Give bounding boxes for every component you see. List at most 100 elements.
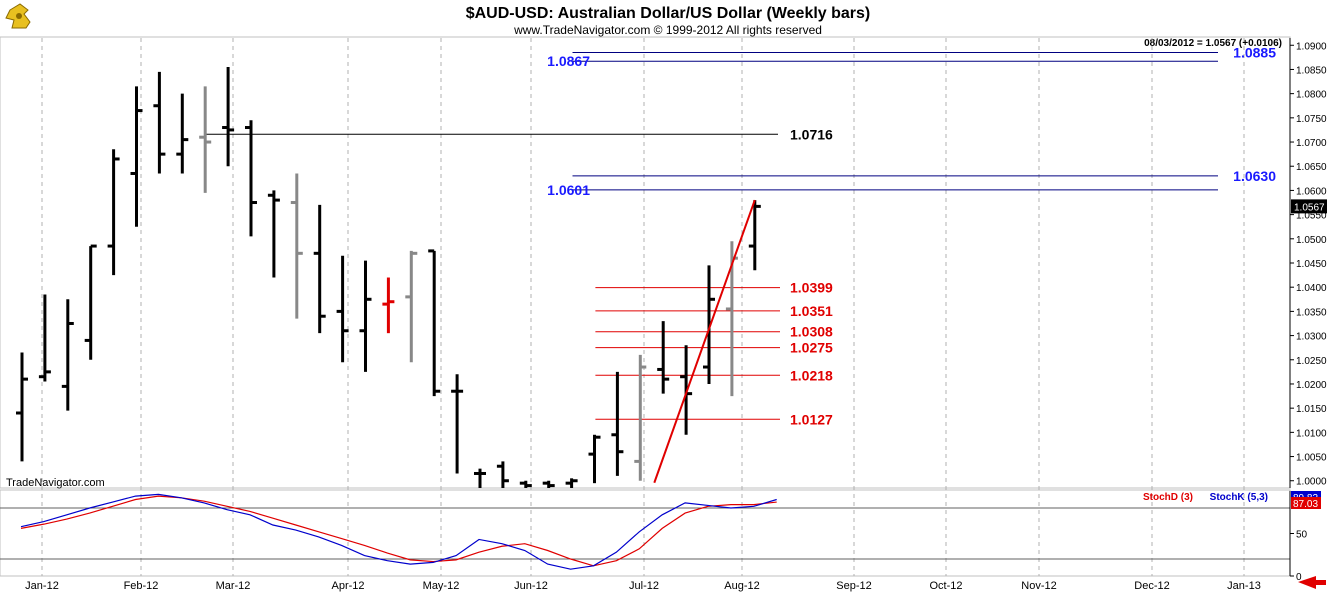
price-level-label: 1.0601: [547, 182, 590, 198]
ohlc-bar: [153, 71, 166, 174]
ohlc-bar: [313, 204, 326, 334]
price-level-label: 1.0867: [547, 53, 590, 69]
ohlc-bar: [542, 480, 555, 488]
month-tick-label: Apr-12: [331, 580, 364, 592]
ohlc-bar: [405, 250, 418, 363]
price-tick-label: 1.0500: [1296, 235, 1327, 246]
ohlc-bar: [130, 86, 143, 227]
scroll-right-arrow-icon[interactable]: [1298, 576, 1326, 589]
price-level-label: 1.0218: [790, 367, 833, 383]
stoch-k-legend: StochK (5,3): [1210, 492, 1268, 503]
ohlc-bar: [611, 371, 624, 476]
price-tick-label: 1.0600: [1296, 186, 1327, 197]
month-tick-label: Jun-12: [514, 580, 548, 592]
month-tick-label: Jan-13: [1227, 580, 1261, 592]
price-level-label: 1.0630: [1233, 168, 1276, 184]
ohlc-bar: [382, 277, 395, 334]
price-tick-label: 1.0700: [1296, 138, 1327, 149]
price-tick-label: 1.0250: [1296, 356, 1327, 367]
watermark: TradeNavigator.com: [6, 477, 105, 489]
price-tick-label: 1.0350: [1296, 307, 1327, 318]
month-tick-label: Nov-12: [1021, 580, 1056, 592]
tradenavigator-logo-icon[interactable]: [5, 3, 31, 29]
stoch-d-legend: StochD (3): [1143, 492, 1193, 503]
stoch-k-line: [20, 493, 777, 570]
ohlc-bar: [519, 480, 532, 488]
month-tick-label: Jul-12: [629, 580, 659, 592]
time-axis: Jan-12 Feb-12 Mar-12 Apr-12 May-12 Jun-12 Jul-…: [25, 580, 1261, 592]
price-tick-label: 1.0900: [1296, 41, 1327, 52]
fibonacci-levels: 1.0885 1.0867 1.0716 1.0630 1.0601 1.0399 1.03…: [206, 45, 1276, 427]
price-tick-label: 1.0200: [1296, 380, 1327, 391]
ohlc-bar: [451, 374, 464, 474]
price-level-label: 1.0275: [790, 340, 833, 356]
month-tick-label: Feb-12: [124, 580, 159, 592]
month-tick-label: Dec-12: [1134, 580, 1169, 592]
price-tick-label: 1.0150: [1296, 404, 1327, 415]
month-tick-label: Oct-12: [929, 580, 962, 592]
stoch-tick-label: 50: [1296, 530, 1308, 541]
price-level-label: 1.0885: [1233, 45, 1276, 61]
month-tick-label: Aug-12: [724, 580, 759, 592]
month-tick-label: Sep-12: [836, 580, 871, 592]
ohlc-bar: [267, 190, 280, 278]
trendline-layer: [653, 199, 756, 484]
price-tick-label: 1.0850: [1296, 65, 1327, 76]
price-tick-label: 1.0650: [1296, 162, 1327, 173]
ohlc-bar: [222, 67, 235, 167]
price-tick-label: 1.0050: [1296, 453, 1327, 464]
price-tick-label: 1.0750: [1296, 114, 1327, 125]
price-level-label: 1.0399: [790, 280, 833, 296]
price-level-label: 1.0308: [790, 324, 833, 340]
price-tick-label: 1.0400: [1296, 283, 1327, 294]
stochastic-panel: 50089.8287.03: [0, 491, 1321, 583]
price-level-label: 1.0716: [790, 126, 833, 142]
stoch-d-line: [20, 495, 777, 567]
ohlc-bar: [703, 265, 715, 384]
ohlc-bar: [176, 93, 189, 174]
ohlc-bar: [428, 249, 441, 397]
ohlc-bar: [38, 294, 51, 382]
last-quote: 08/03/2012 = 1.0567 (+0.0106): [1144, 38, 1282, 49]
ohlc-bar: [290, 173, 303, 319]
price-level-label: 1.0127: [790, 411, 833, 427]
price-bars: [16, 67, 761, 488]
ohlc-bar: [336, 255, 349, 363]
stoch-value-tag-label: 87.03: [1293, 499, 1318, 510]
month-tick-label: May-12: [423, 580, 460, 592]
price-tick-label: 1.0800: [1296, 90, 1327, 101]
ohlc-bar: [61, 299, 74, 411]
price-axis: 1.0900 1.0850 1.0800 1.0750 1.0700 1.0650 1.06…: [1289, 38, 1327, 488]
ohlc-bar: [16, 352, 28, 462]
price-tick-label: 1.0100: [1296, 428, 1327, 439]
ohlc-bar: [474, 468, 486, 488]
stoch-tick-label: 0: [1296, 572, 1302, 583]
chart-subtitle: www.TradeNavigator.com © 1999-2012 All r…: [513, 23, 822, 37]
stoch-value-tag: [1291, 497, 1321, 509]
ohlc-bar: [680, 345, 693, 435]
ohlc-bar: [245, 120, 257, 237]
price-level-label: 1.0351: [790, 303, 833, 319]
price-tick-label: 1.0450: [1296, 259, 1327, 270]
ohlc-bar: [199, 86, 212, 193]
month-tick-label: Mar-12: [216, 580, 251, 592]
ohlc-bar: [107, 149, 120, 276]
ohlc-bar: [748, 200, 761, 271]
ohlc-bar: [634, 354, 647, 481]
ohlc-bar: [565, 478, 578, 488]
ohlc-bar: [588, 434, 601, 484]
trendline: [653, 199, 756, 484]
ohlc-bar: [84, 244, 97, 360]
last-price-tag: [1291, 199, 1327, 214]
price-tick-label: 1.0000: [1296, 477, 1327, 488]
price-tick-label: 1.0550: [1296, 211, 1327, 222]
month-tick-label: Jan-12: [25, 580, 59, 592]
ohlc-bar: [496, 461, 509, 488]
chart-title: $AUD-USD: Australian Dollar/US Dollar (W…: [466, 5, 871, 22]
price-tick-label: 1.0300: [1296, 332, 1327, 343]
ohlc-bar: [657, 321, 670, 394]
last-price-tag-label: 1.0567: [1294, 202, 1325, 213]
ohlc-bar: [359, 260, 372, 372]
